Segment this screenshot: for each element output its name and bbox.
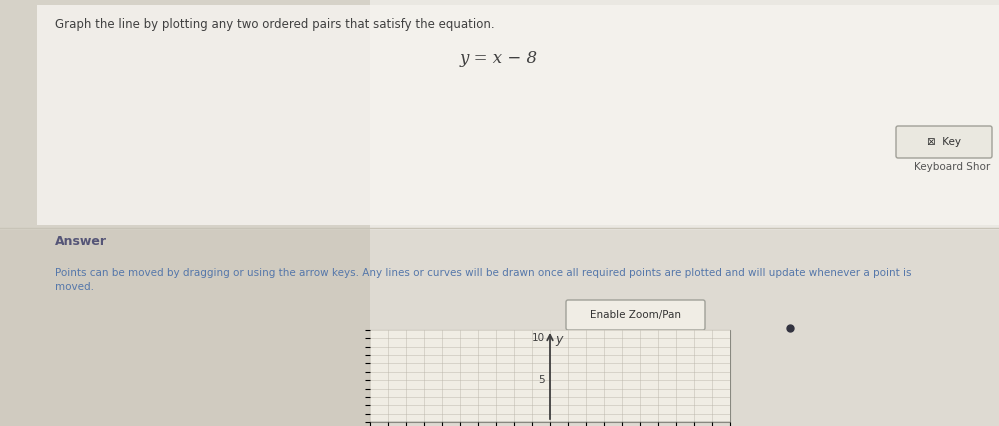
Text: Graph the line by plotting any two ordered pairs that satisfy the equation.: Graph the line by plotting any two order… xyxy=(55,18,495,31)
FancyBboxPatch shape xyxy=(566,300,705,330)
FancyBboxPatch shape xyxy=(0,230,999,426)
Text: moved.: moved. xyxy=(55,282,94,292)
FancyBboxPatch shape xyxy=(896,126,992,158)
Text: Keyboard Shor: Keyboard Shor xyxy=(914,162,990,172)
Text: 10: 10 xyxy=(531,334,544,343)
FancyBboxPatch shape xyxy=(0,0,370,426)
Text: 5: 5 xyxy=(538,375,544,385)
Text: Enable Zoom/Pan: Enable Zoom/Pan xyxy=(589,310,680,320)
FancyBboxPatch shape xyxy=(0,0,999,230)
FancyBboxPatch shape xyxy=(37,5,999,225)
Text: Answer: Answer xyxy=(55,235,107,248)
Text: y: y xyxy=(555,333,562,345)
Text: Points can be moved by dragging or using the arrow keys. Any lines or curves wil: Points can be moved by dragging or using… xyxy=(55,268,911,278)
Text: y = x − 8: y = x − 8 xyxy=(460,50,538,67)
FancyBboxPatch shape xyxy=(370,330,730,422)
Text: ⊠  Key: ⊠ Key xyxy=(927,137,961,147)
